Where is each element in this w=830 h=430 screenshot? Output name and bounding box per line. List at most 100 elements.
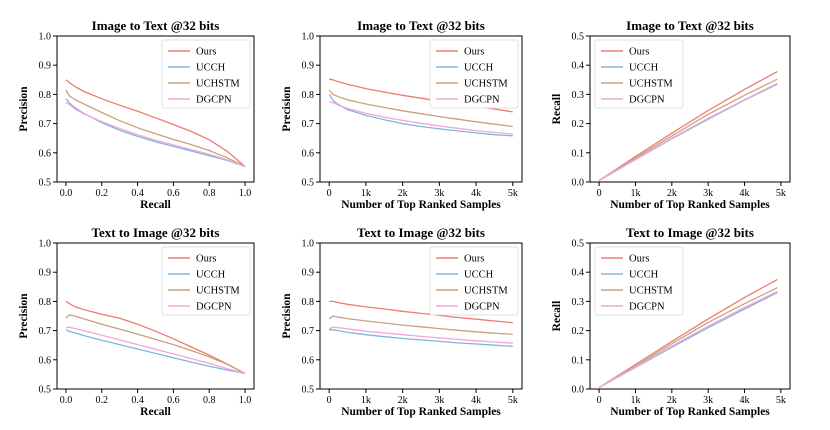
series-line-dgcpn — [65, 326, 246, 375]
y-tick-label: 0.0 — [572, 178, 585, 189]
series-line-dgcpn — [328, 326, 513, 344]
chart-5: Text to Image @32 bits 0 1k 2k 3k 4k 5k 0.5 0.6 0… — [281, 225, 523, 418]
x-tick-label: 4k — [471, 395, 481, 406]
legend-label: UCHSTM — [464, 286, 508, 297]
y-tick-label: 1.0 — [39, 239, 52, 250]
x-tick-label: 0.6 — [167, 395, 180, 406]
y-tick-label: 0.5 — [39, 385, 52, 396]
x-tick-label: 1k — [361, 188, 371, 199]
y-tick-label: 0.2 — [572, 326, 585, 337]
x-tick-label: 1.0 — [239, 188, 252, 199]
legend-box — [594, 246, 684, 316]
legend-label: UCHSTM — [629, 79, 673, 90]
y-tick-label: 0.6 — [302, 355, 315, 366]
plot-area — [319, 35, 523, 183]
series-line-ucch — [329, 329, 513, 348]
series-line-dgcpn — [598, 290, 778, 389]
x-axis-label: Recall — [140, 406, 171, 418]
x-tick-label: 4k — [471, 188, 481, 199]
y-tick-label: 0.5 — [302, 385, 315, 396]
y-tick-label: 0.7 — [302, 326, 315, 337]
legend-label: UCHSTM — [464, 79, 508, 90]
legend-box — [161, 246, 251, 316]
x-tick-label: 0.6 — [167, 188, 180, 199]
x-tick-label: 0 — [597, 188, 602, 199]
x-axis-label: Recall — [140, 199, 171, 211]
series-line-uchstm — [598, 287, 778, 389]
plot-area — [56, 242, 255, 390]
y-tick-label: 0.2 — [572, 119, 585, 130]
y-tick-label: 0.5 — [39, 178, 52, 189]
chart-title: Image to Text @32 bits — [92, 18, 220, 33]
x-tick-label: 0.0 — [60, 395, 73, 406]
legend-label: DGCPN — [464, 95, 500, 106]
y-tick-label: 0.8 — [39, 90, 52, 101]
y-axis-label: Precision — [281, 86, 293, 132]
series-line-uchstm — [598, 78, 778, 182]
legend-box — [429, 246, 519, 316]
x-tick-label: 3k — [434, 395, 444, 406]
y-tick-label: 1.0 — [302, 239, 315, 250]
legend: Ours UCCH UCHSTM DGCPN — [161, 246, 251, 316]
series-line-ours — [598, 278, 778, 389]
series-line-ours — [65, 79, 246, 167]
x-axis-label: Number of Top Ranked Samples — [341, 406, 501, 418]
legend-label: UCCH — [629, 63, 659, 74]
y-axis-label: Recall — [551, 301, 563, 332]
x-axis-label: Number of Top Ranked Samples — [341, 199, 501, 211]
legend-label: DGCPN — [629, 302, 665, 313]
chart-title: Text to Image @32 bits — [92, 225, 220, 240]
legend-label: DGCPN — [629, 95, 665, 106]
x-tick-label: 0.8 — [203, 395, 216, 406]
series-line-uchstm — [328, 89, 513, 128]
chart-2: Image to Text @32 bits 0 1k 2k 3k 4k 5k 0.5 0.6 0… — [281, 18, 523, 211]
chart-title: Text to Image @32 bits — [626, 225, 754, 240]
legend-label: DGCPN — [464, 302, 500, 313]
legend-label: DGCPN — [196, 95, 232, 106]
y-tick-label: 0.8 — [302, 90, 315, 101]
series-line-ours — [598, 71, 778, 182]
x-tick-label: 5k — [776, 395, 786, 406]
y-tick-label: 0.3 — [572, 297, 585, 308]
legend-label: Ours — [464, 254, 484, 265]
legend-label: UCCH — [196, 63, 226, 74]
series-line-dgcpn — [329, 101, 513, 135]
x-tick-label: 0.4 — [131, 395, 144, 406]
x-tick-label: 0.2 — [96, 395, 109, 406]
series-line-uchstm — [65, 89, 246, 168]
plot-area — [56, 35, 255, 183]
y-tick-label: 0.9 — [39, 268, 52, 279]
x-axis-label: Number of Top Ranked Samples — [610, 406, 770, 418]
legend-label: Ours — [629, 254, 649, 265]
series-line-uchstm — [65, 314, 246, 375]
legend: Ours UCCH UCHSTM DGCPN — [161, 39, 251, 109]
legend: Ours UCCH UCHSTM DGCPN — [429, 39, 519, 109]
legend-label: Ours — [464, 47, 484, 58]
legend-box — [161, 39, 251, 109]
y-tick-label: 0.9 — [39, 61, 52, 72]
chart-title: Image to Text @32 bits — [626, 18, 754, 33]
plot-area — [319, 242, 523, 390]
x-tick-label: 0.4 — [131, 188, 144, 199]
series-line-ours — [65, 300, 246, 375]
y-tick-label: 0.8 — [39, 297, 52, 308]
y-axis-label: Recall — [551, 94, 563, 125]
legend-label: UCHSTM — [196, 286, 240, 297]
chart-title: Image to Text @32 bits — [357, 18, 485, 33]
y-tick-label: 0.7 — [39, 119, 52, 130]
y-axis-label: Precision — [18, 86, 30, 132]
x-tick-label: 1k — [630, 188, 640, 199]
y-tick-label: 0.7 — [39, 326, 52, 337]
series-line-dgcpn — [65, 102, 246, 168]
series-line-ours — [329, 300, 513, 324]
x-tick-label: 5k — [508, 188, 518, 199]
x-tick-label: 0.2 — [96, 188, 109, 199]
x-tick-label: 0.0 — [60, 188, 73, 199]
x-tick-label: 0.8 — [203, 188, 216, 199]
plot-area — [589, 242, 791, 390]
chart-1: Image to Text @32 bits 0.0 0.2 0.4 0.6 0.8 1.0… — [18, 18, 255, 211]
x-tick-label: 0 — [597, 395, 602, 406]
x-tick-label: 5k — [508, 395, 518, 406]
x-tick-label: 5k — [776, 188, 786, 199]
